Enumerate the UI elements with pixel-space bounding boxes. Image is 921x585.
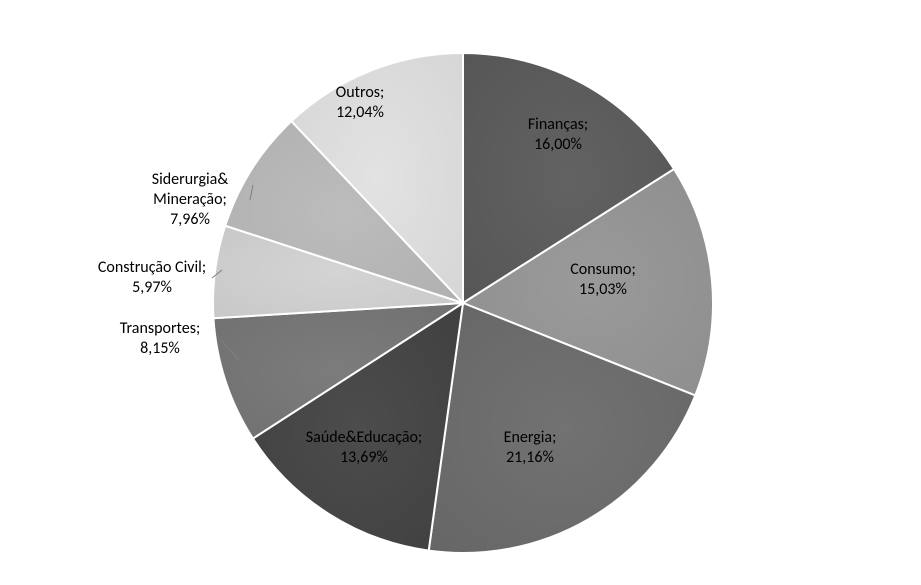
- slice-label-value: 16,00%: [528, 135, 588, 155]
- slice-label: Construção Civil;5,97%: [98, 258, 206, 298]
- slice-label-name: Outros;: [336, 83, 385, 103]
- slice-label-name: Finanças;: [528, 115, 588, 135]
- slice-label: Transportes;8,15%: [120, 319, 201, 359]
- slice-label: Saúde&Educação;13,69%: [306, 428, 422, 468]
- slice-label-value: 7,96%: [152, 210, 229, 230]
- slice-label-value: 21,16%: [504, 448, 557, 468]
- slice-label-value: 15,03%: [570, 280, 636, 300]
- slice-label: Finanças;16,00%: [528, 115, 588, 155]
- slice-label-value: 8,15%: [120, 339, 201, 359]
- slice-label-value: 13,69%: [306, 448, 422, 468]
- pie-chart: Finanças;16,00% Consumo;15,03% Energia;21,…: [0, 0, 921, 585]
- slice-label: Energia;21,16%: [504, 428, 557, 468]
- slice-label-name: Consumo;: [570, 260, 636, 280]
- slice-label-name: Transportes;: [120, 319, 201, 339]
- slice-label-value: 12,04%: [336, 103, 385, 123]
- slice-label-value: 5,97%: [98, 278, 206, 298]
- slice-label-name: Saúde&Educação;: [306, 428, 422, 448]
- slice-label-name: Siderurgia&: [152, 170, 229, 190]
- slice-label-name: Energia;: [504, 428, 557, 448]
- slice-label: Outros;12,04%: [336, 83, 385, 123]
- slice-label: Siderurgia&Mineração;7,96%: [152, 170, 229, 230]
- slice-label: Consumo;15,03%: [570, 260, 636, 300]
- slice-label-name: Mineração;: [152, 190, 229, 210]
- slice-label-name: Construção Civil;: [98, 258, 206, 278]
